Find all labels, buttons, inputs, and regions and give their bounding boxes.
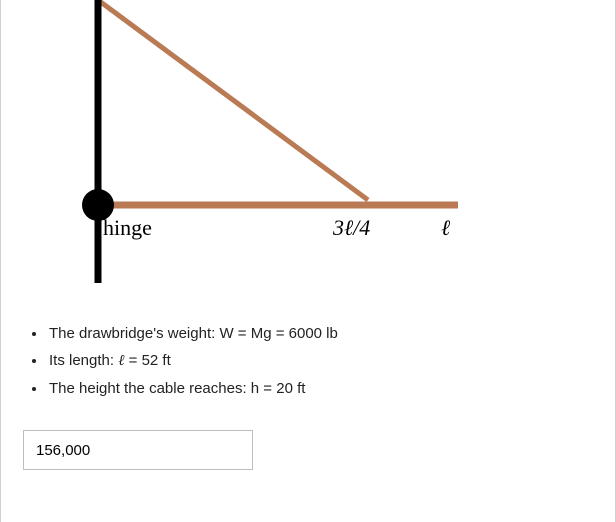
list-item: Its length: ℓ = 52 ft (47, 347, 615, 375)
list-item: The height the cable reaches: h = 20 ft (47, 375, 615, 402)
height-prefix: The height the cable reaches: h = (49, 380, 276, 397)
given-values-list: The drawbridge's weight: W = Mg = 6000 l… (27, 320, 615, 402)
length-prefix: Its length: (49, 352, 118, 369)
drawbridge-diagram: hinge 3ℓ/4 ℓ (1, 0, 615, 300)
length-value: = 52 ft (124, 352, 170, 369)
label-ell: ℓ (441, 215, 450, 241)
list-item: The drawbridge's weight: W = Mg = 6000 l… (47, 320, 615, 347)
cable-line (98, 0, 368, 200)
weight-value: 6000 lb (289, 325, 338, 342)
label-hinge: hinge (103, 215, 152, 241)
answer-field-wrap (23, 430, 615, 470)
answer-input[interactable] (23, 430, 253, 470)
weight-prefix: The drawbridge's weight: W = Mg = (49, 325, 289, 342)
height-value: 20 ft (276, 380, 305, 397)
label-three-quarter: 3ℓ/4 (333, 215, 370, 241)
diagram-svg (1, 0, 616, 300)
